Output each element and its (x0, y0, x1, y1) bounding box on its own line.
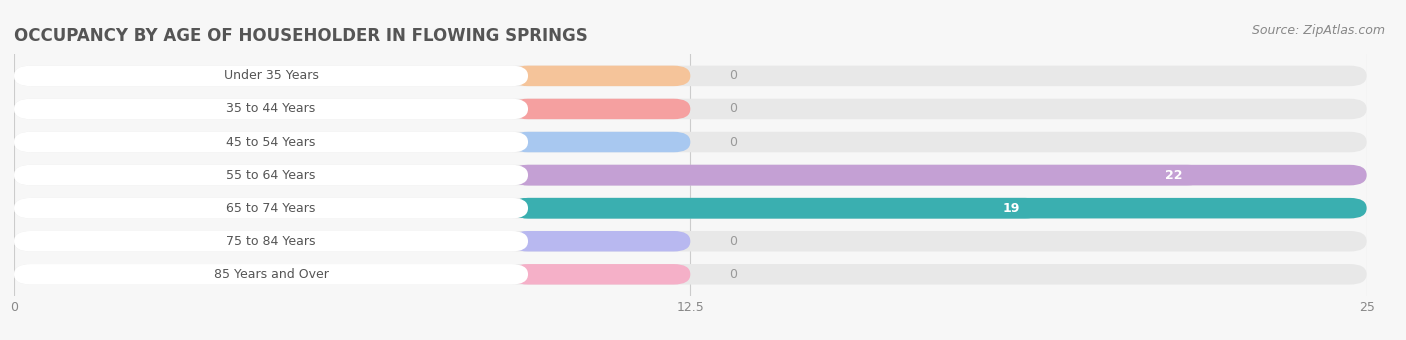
Text: 19: 19 (1002, 202, 1021, 215)
Text: OCCUPANCY BY AGE OF HOUSEHOLDER IN FLOWING SPRINGS: OCCUPANCY BY AGE OF HOUSEHOLDER IN FLOWI… (14, 27, 588, 45)
FancyBboxPatch shape (512, 165, 1367, 185)
FancyBboxPatch shape (512, 231, 690, 252)
FancyBboxPatch shape (14, 165, 1367, 185)
FancyBboxPatch shape (14, 264, 1367, 285)
FancyBboxPatch shape (14, 66, 529, 86)
Text: 35 to 44 Years: 35 to 44 Years (226, 102, 316, 116)
Text: 0: 0 (728, 235, 737, 248)
FancyBboxPatch shape (512, 264, 690, 285)
Text: 65 to 74 Years: 65 to 74 Years (226, 202, 316, 215)
FancyBboxPatch shape (512, 132, 690, 152)
Text: 0: 0 (728, 136, 737, 149)
Text: Source: ZipAtlas.com: Source: ZipAtlas.com (1251, 24, 1385, 37)
FancyBboxPatch shape (14, 66, 1367, 86)
FancyBboxPatch shape (512, 66, 690, 86)
Text: 22: 22 (1166, 169, 1182, 182)
Text: 55 to 64 Years: 55 to 64 Years (226, 169, 316, 182)
FancyBboxPatch shape (512, 198, 1367, 218)
FancyBboxPatch shape (14, 231, 529, 252)
Text: 45 to 54 Years: 45 to 54 Years (226, 136, 316, 149)
Text: 0: 0 (728, 69, 737, 82)
FancyBboxPatch shape (14, 198, 529, 218)
FancyBboxPatch shape (512, 99, 690, 119)
Text: 85 Years and Over: 85 Years and Over (214, 268, 329, 281)
FancyBboxPatch shape (512, 165, 1205, 185)
Text: Under 35 Years: Under 35 Years (224, 69, 319, 82)
Text: 0: 0 (728, 102, 737, 116)
FancyBboxPatch shape (14, 132, 529, 152)
FancyBboxPatch shape (512, 198, 1042, 218)
FancyBboxPatch shape (14, 99, 1367, 119)
FancyBboxPatch shape (14, 231, 1367, 252)
FancyBboxPatch shape (14, 99, 529, 119)
FancyBboxPatch shape (14, 264, 529, 285)
Text: 75 to 84 Years: 75 to 84 Years (226, 235, 316, 248)
FancyBboxPatch shape (14, 165, 529, 185)
FancyBboxPatch shape (14, 198, 1367, 218)
FancyBboxPatch shape (14, 132, 1367, 152)
Text: 0: 0 (728, 268, 737, 281)
